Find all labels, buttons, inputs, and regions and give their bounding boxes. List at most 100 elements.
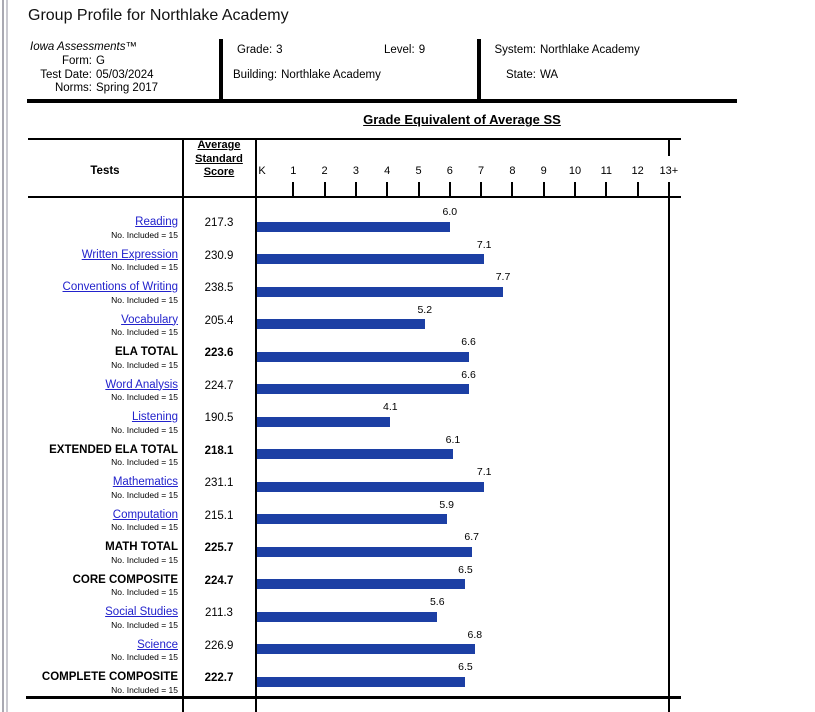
test-link[interactable]: Computation	[112, 508, 178, 521]
bar-value-label: 5.6	[429, 596, 445, 608]
test-link[interactable]: Word Analysis	[105, 378, 178, 391]
n-included-label: No. Included = 15	[111, 489, 178, 500]
avg-ss-value: 222.7	[204, 672, 234, 684]
norms-value: Spring 2017	[96, 82, 159, 94]
grade-field: Grade: 3	[237, 44, 283, 57]
n-included-label: No. Included = 15	[111, 652, 178, 662]
grade-equivalent-bar	[257, 676, 466, 687]
axis-tick-mark	[354, 182, 357, 196]
bar-value-label: 7.7	[495, 271, 511, 283]
grade-equivalent-bar	[257, 384, 469, 394]
bar-value-label: 4.1	[383, 401, 398, 413]
axis-tick-mark	[480, 182, 483, 196]
tests-column-divider	[182, 138, 184, 712]
bar-value-label: 5.2	[417, 303, 433, 316]
axis-tick-label: 13+	[659, 165, 679, 177]
test-total-label: ELA TOTAL	[114, 346, 178, 358]
test-link[interactable]: Listening	[131, 411, 178, 423]
axis-tick-label: 6	[446, 165, 453, 177]
test-link[interactable]: Vocabulary	[121, 313, 178, 326]
test-link[interactable]: Conventions of Writing	[62, 281, 178, 293]
table-header-border	[28, 196, 681, 198]
bar-value-label: 6.7	[464, 531, 480, 543]
chart-right-top-tick	[668, 140, 670, 156]
avg-ss-value: 224.7	[204, 379, 234, 392]
axis-tick-mark	[574, 182, 576, 196]
axis-tick-mark	[323, 182, 326, 196]
norms-label: Norms:	[54, 82, 92, 94]
test-total-label: EXTENDED ELA TOTAL	[49, 443, 178, 456]
n-included-label: No. Included = 15	[111, 327, 178, 337]
avg-ss-value: 238.5	[204, 282, 234, 294]
axis-tick-label: 2	[321, 165, 328, 177]
avg-ss-value: 205.4	[204, 314, 234, 327]
building-field: Building: Northlake Academy	[233, 69, 381, 82]
grade-equivalent-bar	[257, 351, 469, 362]
state-field: State: WA	[490, 69, 558, 82]
test-link[interactable]: Social Studies	[105, 606, 178, 618]
info-divider	[219, 39, 223, 103]
axis-tick-mark	[667, 182, 670, 196]
grade-label: Grade:	[237, 44, 273, 56]
test-link[interactable]: Science	[137, 638, 178, 651]
bar-value-label: 6.5	[458, 661, 473, 673]
axis-tick-mark	[386, 182, 389, 196]
chart-right-border	[668, 196, 670, 712]
building-label: Building:	[233, 69, 278, 81]
grade-equivalent-bar	[257, 611, 438, 622]
score-column-divider	[255, 138, 257, 712]
avg-ss-value: 231.1	[204, 477, 234, 489]
n-included-label: No. Included = 15	[111, 587, 178, 597]
axis-tick-mark	[542, 182, 545, 196]
grade-equivalent-bar	[257, 514, 447, 524]
axis-tick-mark	[417, 182, 420, 196]
grade-value: 3	[276, 44, 283, 56]
chart-title: Grade Equivalent of Average SS	[363, 112, 561, 127]
n-included-label: No. Included = 15	[111, 294, 178, 305]
test-date-label: Test Date:	[40, 68, 92, 81]
axis-tick-label: 7	[478, 165, 485, 177]
grade-equivalent-bar	[257, 546, 472, 557]
n-included-label: No. Included = 15	[111, 619, 178, 630]
test-link[interactable]: Reading	[135, 216, 178, 228]
n-included-label: No. Included = 15	[111, 457, 178, 467]
system-value: Northlake Academy	[540, 44, 640, 56]
axis-tick-mark	[605, 182, 608, 196]
test-date-value: 05/03/2024	[96, 68, 154, 81]
info-left-fields: Form: G Test Date: 05/03/2024 Norms: Spr…	[30, 55, 158, 95]
bar-value-label: 7.1	[476, 466, 492, 478]
n-included-label: No. Included = 15	[111, 424, 178, 435]
panel-edge-line	[2, 0, 4, 712]
form-label: Form:	[61, 55, 92, 67]
state-value: WA	[540, 69, 559, 81]
axis-tick-label: 8	[509, 165, 516, 177]
test-link[interactable]: Written Expression	[81, 248, 178, 261]
n-included-label: No. Included = 15	[111, 554, 178, 565]
level-label: Level:	[384, 44, 415, 56]
level-value: 9	[418, 44, 426, 56]
avg-ss-header-line: Score	[203, 166, 235, 178]
axis-tick-label: 11	[600, 165, 613, 177]
axis-tick-mark	[292, 182, 295, 196]
n-included-label: No. Included = 15	[111, 684, 178, 695]
axis-tick-label: 1	[290, 165, 297, 177]
n-included-label: No. Included = 15	[111, 229, 178, 240]
avg-ss-value: 217.3	[204, 217, 234, 229]
grade-equivalent-bar	[257, 481, 485, 492]
axis-tick-label: 4	[384, 165, 391, 177]
product-name: Iowa Assessments™	[30, 41, 137, 53]
system-field: System: Northlake Academy	[490, 44, 640, 57]
test-link[interactable]: Mathematics	[112, 476, 178, 488]
axis-tick-mark	[448, 182, 451, 196]
n-included-label: No. Included = 15	[111, 262, 178, 272]
tests-column-header: Tests	[90, 165, 120, 177]
bar-value-label: 6.8	[467, 628, 483, 641]
grade-equivalent-bar	[257, 254, 485, 264]
bar-value-label: 6.6	[461, 336, 476, 348]
grade-equivalent-bar	[257, 319, 425, 329]
n-included-label: No. Included = 15	[111, 359, 178, 370]
avg-ss-value: 215.1	[204, 509, 234, 522]
avg-ss-column-header: Average Standard Score	[184, 139, 254, 180]
axis-tick-label: 3	[352, 165, 359, 177]
